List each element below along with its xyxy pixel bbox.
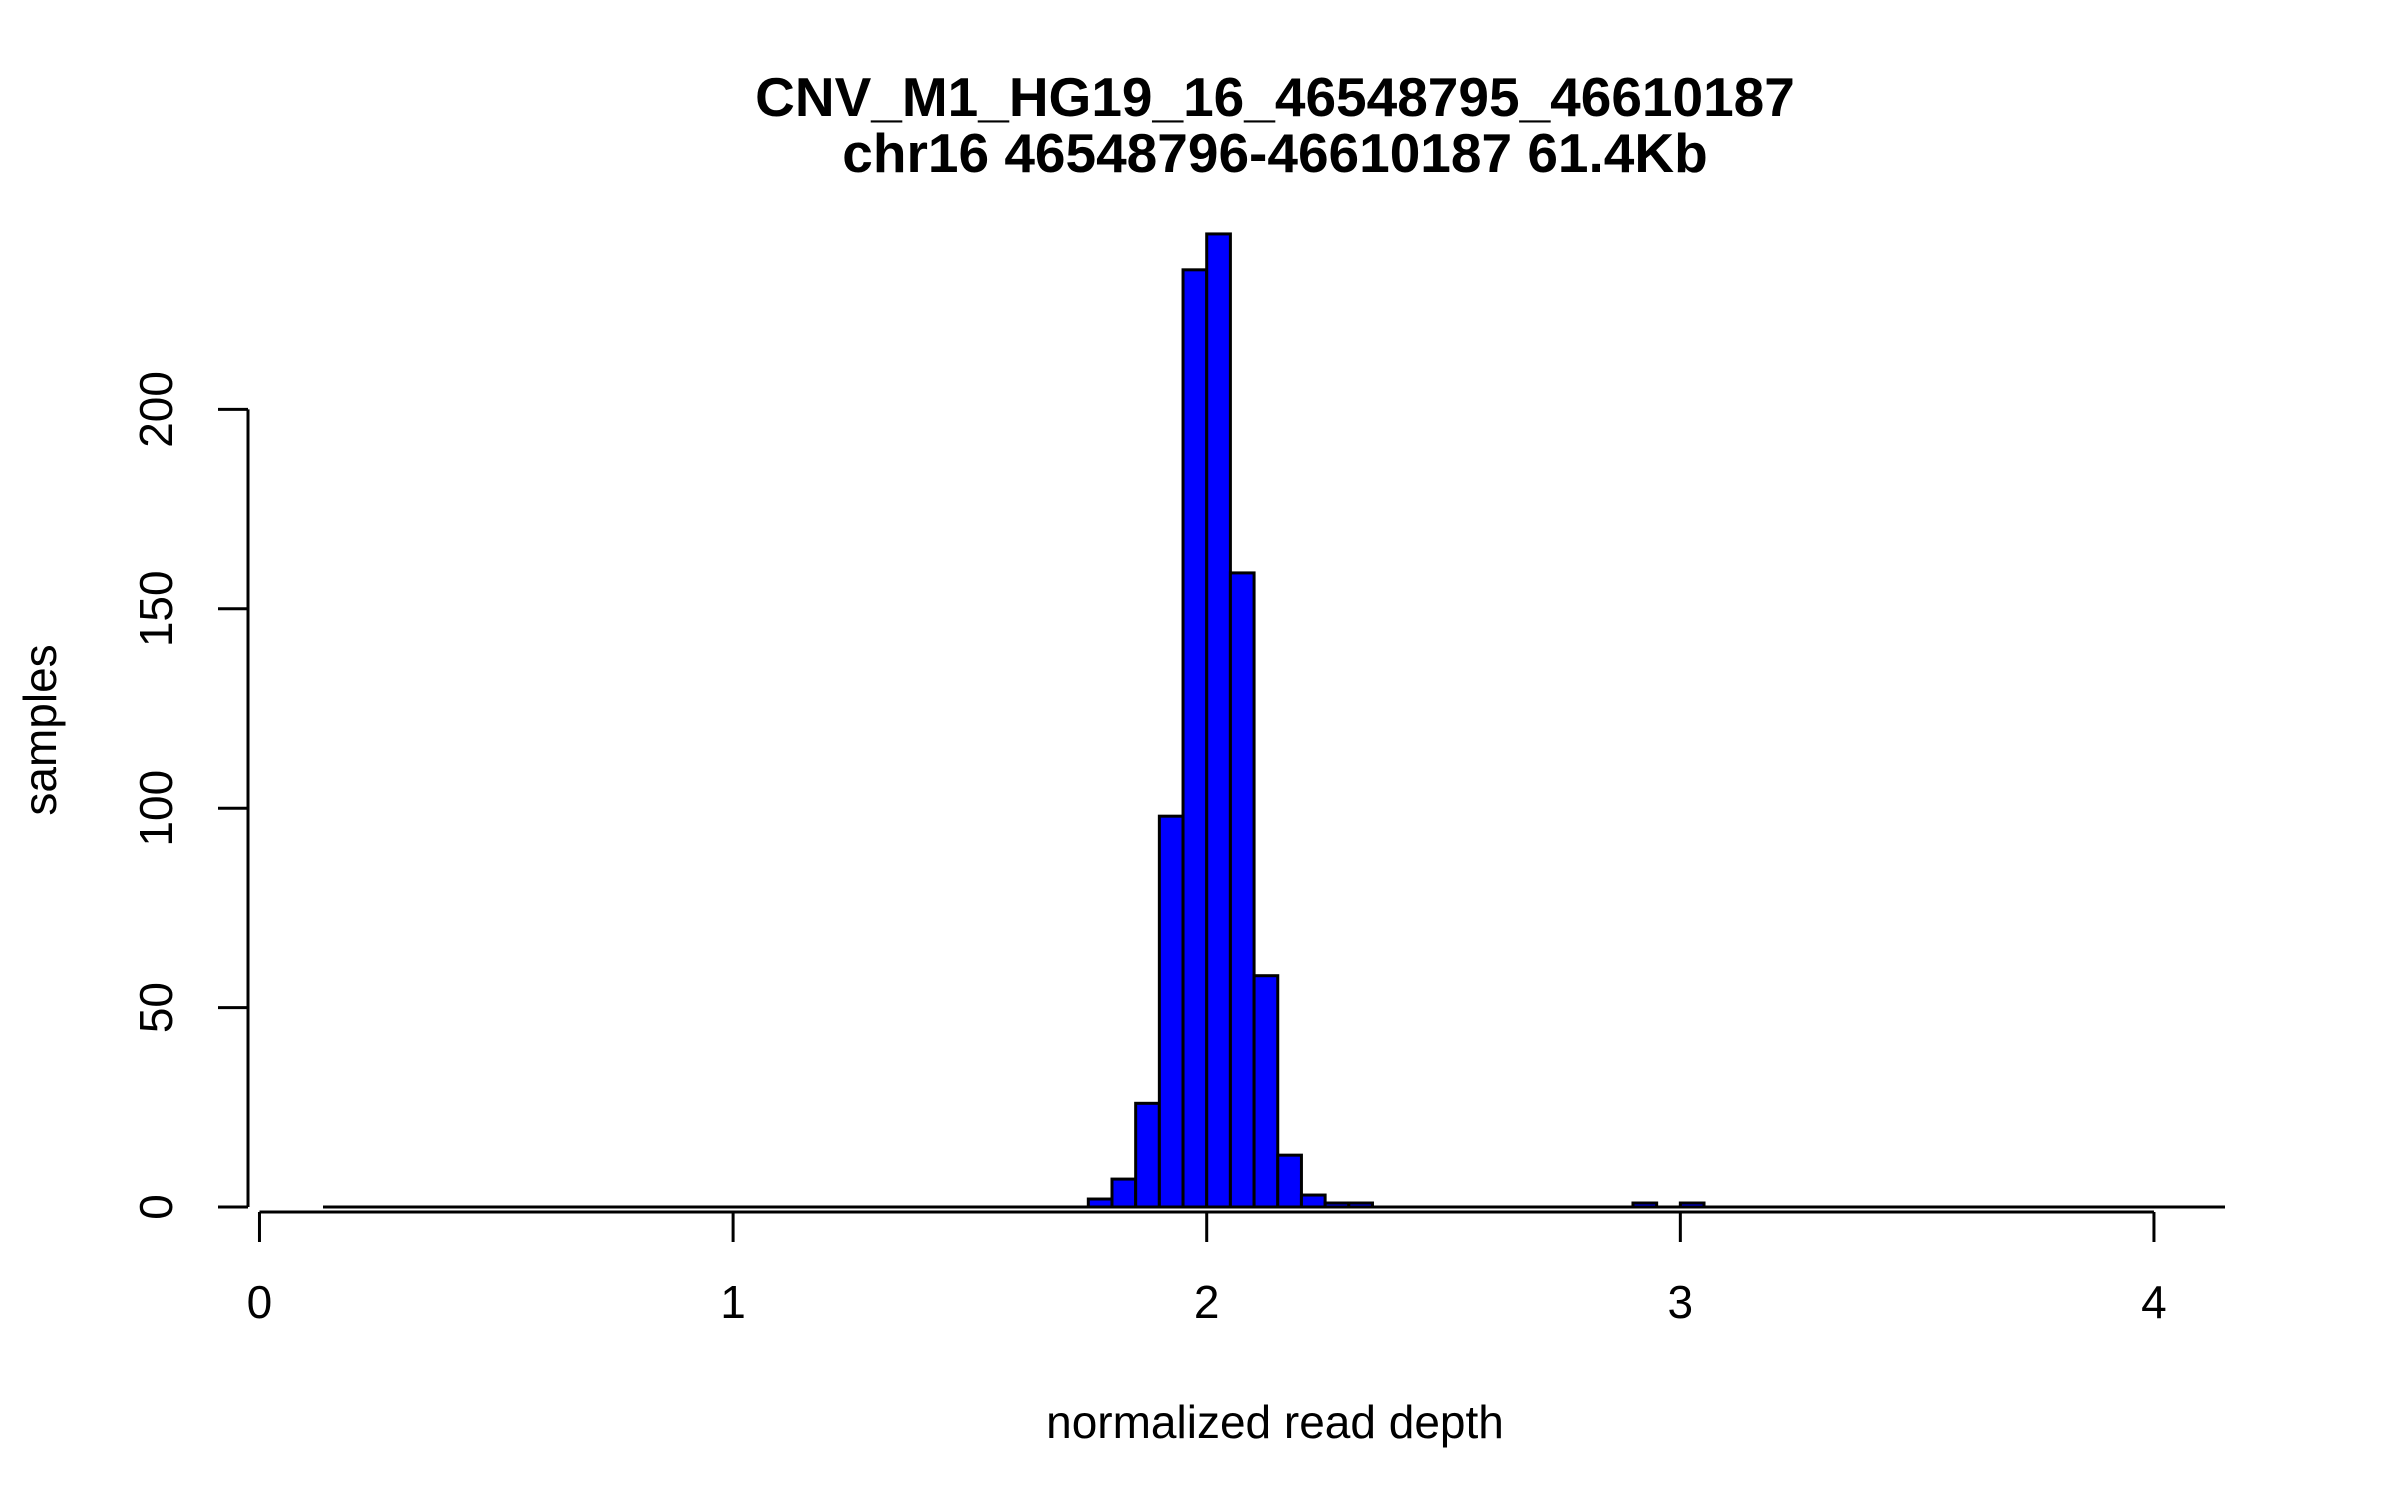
x-tick-label: 3 bbox=[1668, 1276, 1694, 1328]
y-axis-label: samples bbox=[14, 644, 66, 815]
histogram-bar bbox=[1228, 571, 1256, 1209]
chart-title: CNV_M1_HG19_16_46548795_46610187 bbox=[755, 66, 1795, 128]
histogram-bar bbox=[1631, 1201, 1659, 1209]
y-tick-label: 150 bbox=[130, 570, 182, 647]
histogram-bar bbox=[1299, 1193, 1327, 1209]
histogram-bar bbox=[1252, 974, 1280, 1209]
histogram-bar bbox=[1276, 1153, 1303, 1209]
x-axis: 0 1 2 3 4 bbox=[247, 1210, 2167, 1328]
histogram-bar bbox=[1347, 1201, 1374, 1209]
y-tick-label: 200 bbox=[130, 371, 182, 448]
y-axis: 0 50 100 150 200 bbox=[130, 371, 250, 1220]
x-tick-label: 4 bbox=[2141, 1276, 2167, 1328]
x-axis-label: normalized read depth bbox=[1046, 1396, 1504, 1448]
histogram-bar bbox=[1678, 1201, 1706, 1209]
histogram-bar bbox=[1205, 232, 1232, 1209]
histogram-bar bbox=[1181, 268, 1209, 1209]
histogram-bar bbox=[1323, 1201, 1351, 1209]
histogram-bar bbox=[1086, 1197, 1114, 1209]
y-tick-label: 0 bbox=[130, 1194, 182, 1220]
histogram-bar bbox=[1157, 814, 1185, 1209]
y-tick-label: 100 bbox=[130, 770, 182, 847]
x-tick-label: 0 bbox=[247, 1276, 273, 1328]
histogram-bar bbox=[1110, 1177, 1138, 1209]
histogram-bar bbox=[1134, 1101, 1161, 1209]
y-tick-label: 50 bbox=[130, 982, 182, 1033]
chart-subtitle: chr16 46548796-46610187 61.4Kb bbox=[842, 122, 1707, 184]
bars-group bbox=[323, 232, 2225, 1209]
x-tick-label: 1 bbox=[720, 1276, 746, 1328]
x-tick-label: 2 bbox=[1194, 1276, 1220, 1328]
